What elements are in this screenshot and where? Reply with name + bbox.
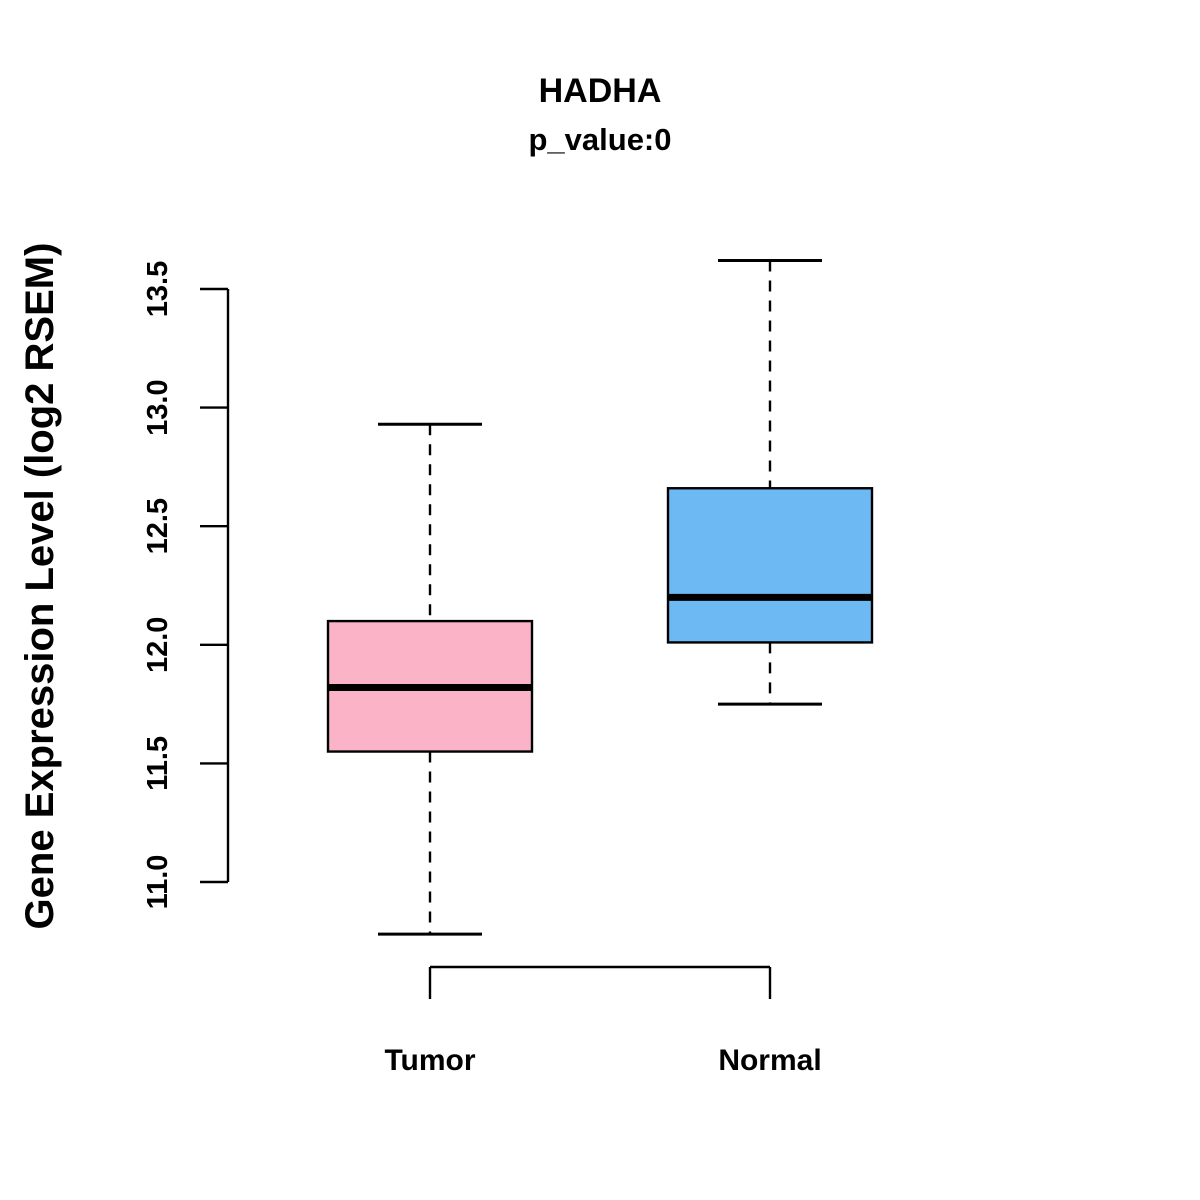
iqr-box: [666, 487, 874, 644]
y-tick-label: 13.5: [142, 261, 174, 317]
box-normal: [666, 259, 874, 706]
y-tick-label: 12.0: [142, 617, 174, 673]
y-tick-label: 11.5: [142, 736, 174, 791]
x-axis: Tumor Normal: [384, 965, 822, 1077]
chart-subtitle: p_value:0: [528, 122, 672, 157]
y-axis: 11.0 11.5 12.0 12.5 13.0 13.5: [142, 261, 230, 910]
y-tick-label: 11.0: [142, 855, 174, 910]
box-tumor: [326, 422, 534, 936]
x-category-label: Tumor: [384, 1044, 475, 1077]
x-category-label: Normal: [718, 1044, 821, 1077]
y-tick-label: 13.0: [142, 379, 174, 435]
y-tick-label: 12.5: [142, 498, 174, 554]
chart-title: HADHA: [538, 72, 662, 110]
